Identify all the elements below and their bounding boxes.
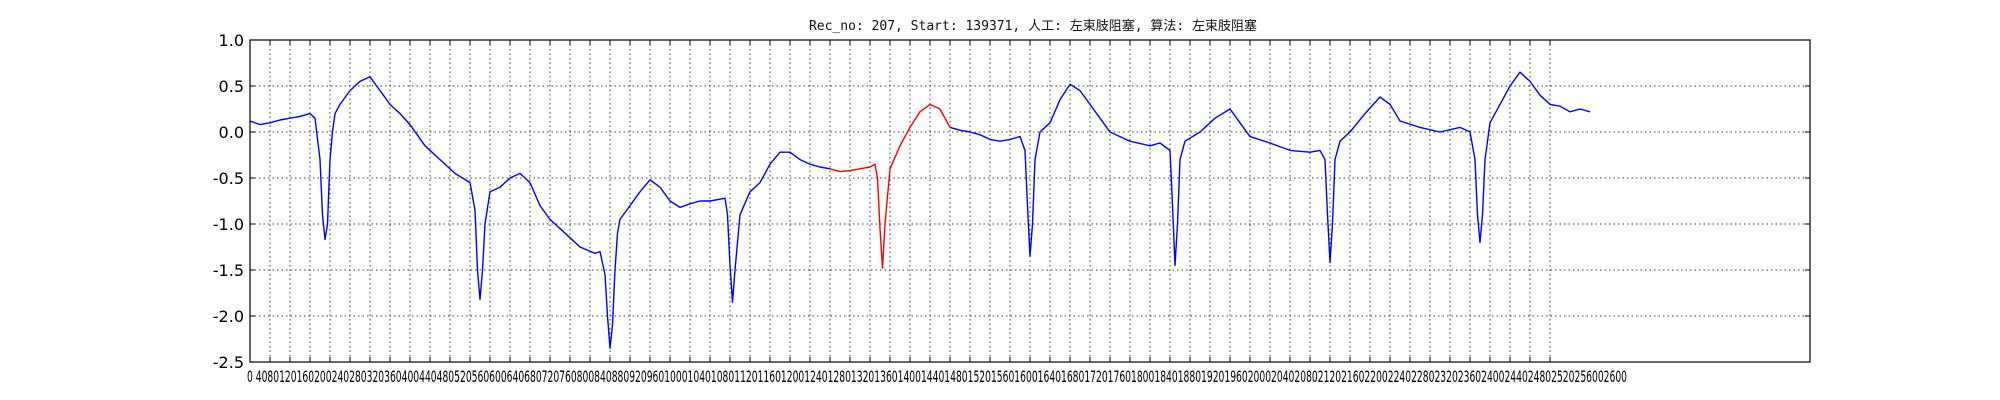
y-tick-label: -2.0 [213, 307, 244, 326]
series-layer [250, 72, 1590, 348]
y-tick-label: 1.0 [219, 31, 244, 50]
chart-title: Rec_no: 207, Start: 139371, 人工: 左束肢阻塞, 算… [809, 18, 1257, 34]
y-axis: 1.0 0.5 0.0 -0.5 -1.0 -1.5 -2.0 -2.5 [213, 31, 1810, 372]
series-line-3 [950, 72, 1590, 265]
plot-frame [250, 40, 1810, 362]
y-tick-label: -1.5 [213, 261, 244, 280]
x-tick-labels: 0 40801201602002402803203604004404805205… [247, 367, 1627, 386]
y-tick-label: 0.5 [219, 77, 244, 96]
y-tick-label: 0.0 [219, 123, 244, 142]
y-tick-label: -1.0 [213, 215, 244, 234]
y-tick-label: -2.5 [213, 353, 244, 372]
series-line-1 [250, 77, 830, 348]
x-axis: 0 40801201602002402803203604004404805205… [247, 40, 1627, 386]
y-tick-label: -0.5 [213, 169, 244, 188]
grid [250, 40, 1810, 362]
